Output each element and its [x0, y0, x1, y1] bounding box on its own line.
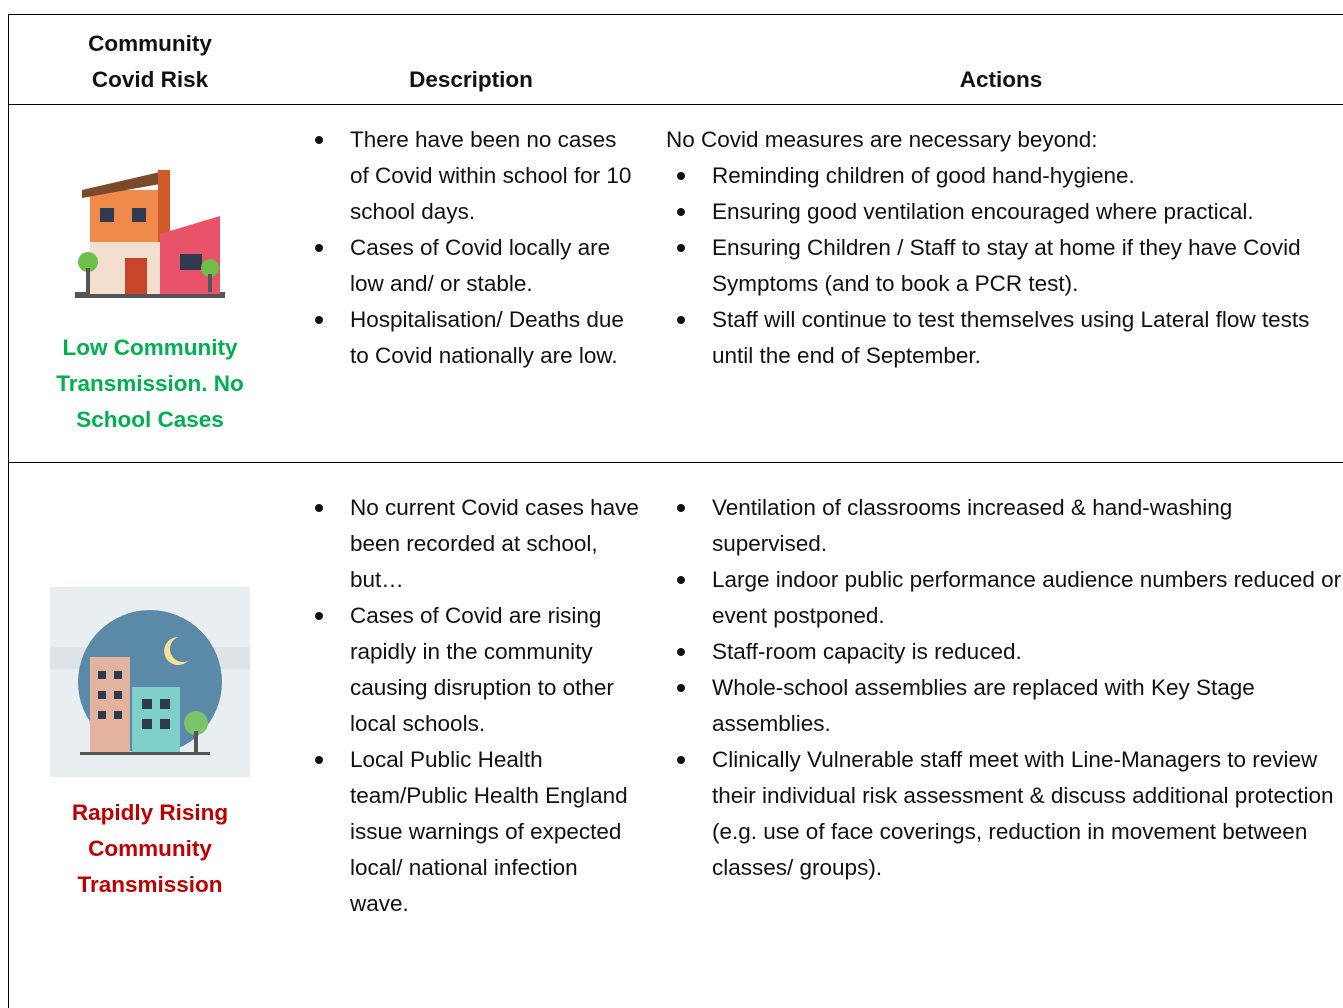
bullet-item: Cases of Covid are rising rapidly in the… [310, 598, 640, 742]
bullet-item: Cases of Covid locally are low and/ or s… [310, 230, 640, 302]
bullet-item: Ventilation of classrooms increased & ha… [672, 490, 1343, 562]
bullet-item: Staff will continue to test themselves u… [672, 302, 1343, 374]
description-list: No current Covid cases have been recorde… [310, 490, 640, 922]
bullet-item: No current Covid cases have been recorde… [310, 490, 640, 598]
risk-level: Rapidly Rising Community Transmission [71, 800, 229, 897]
bullet-item: There have been no cases of Covid within… [310, 122, 640, 230]
actions-list: Ventilation of classrooms increased & ha… [672, 490, 1343, 886]
bullet-item: Ensuring Children / Staff to stay at hom… [672, 230, 1343, 302]
city-icon [50, 587, 250, 777]
bullet-item: Staff-room capacity is reduced. [672, 634, 1343, 670]
table-frame [8, 14, 1343, 1008]
house-icon [75, 170, 225, 298]
actions-intro: No Covid measures are necessary beyond: [666, 127, 1098, 152]
row-divider [8, 462, 1343, 463]
actions-list: Reminding children of good hand-hygiene.… [672, 158, 1343, 374]
bullet-item: Local Public Health team/Public Health E… [310, 742, 640, 922]
bullet-item: Whole-school assemblies are replaced wit… [672, 670, 1343, 742]
bullet-item: Ensuring good ventilation encouraged whe… [672, 194, 1343, 230]
description-list: There have been no cases of Covid within… [310, 122, 640, 374]
bullet-item: Hospitalisation/ Deaths due to Covid nat… [310, 302, 640, 374]
row-divider [8, 104, 1343, 105]
column-header: Description [409, 67, 533, 92]
bullet-item: Reminding children of good hand-hygiene. [672, 158, 1343, 194]
column-header: Actions [959, 67, 1043, 92]
bullet-item: Large indoor public performance audience… [672, 562, 1343, 634]
risk-level: Low Community Transmission. No School Ca… [56, 335, 244, 432]
column-header: Community Covid Risk [88, 31, 212, 92]
bullet-item: Clinically Vulnerable staff meet with Li… [672, 742, 1343, 886]
